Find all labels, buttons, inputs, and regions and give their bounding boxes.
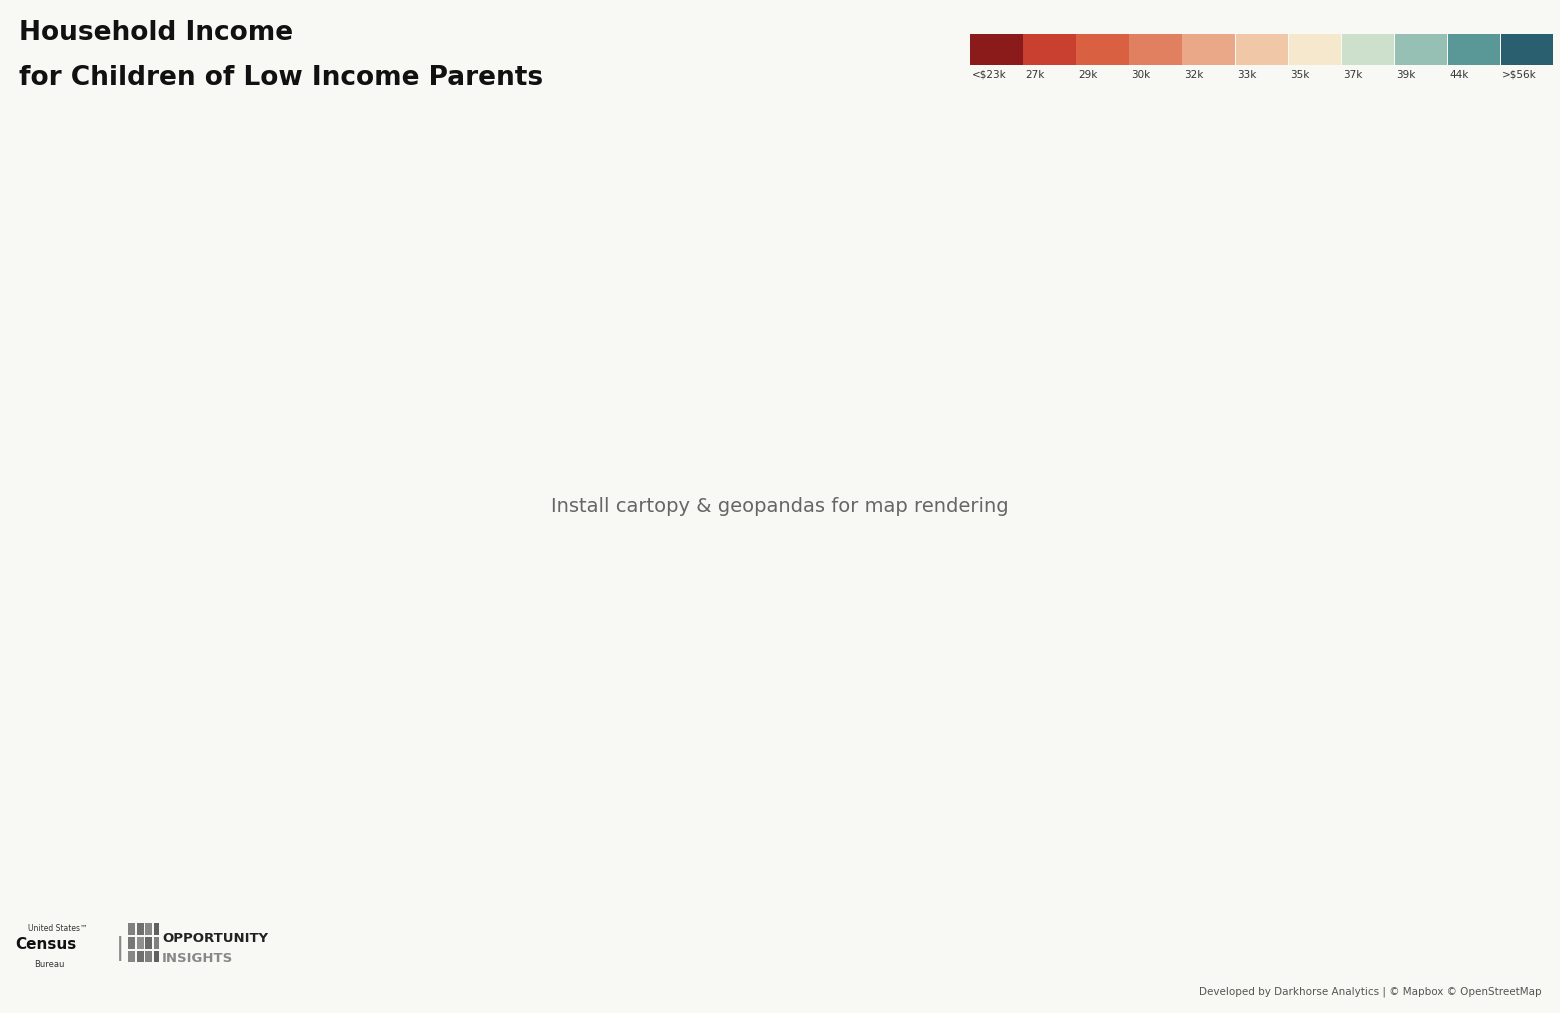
- Text: 30k: 30k: [1131, 70, 1150, 80]
- Text: INSIGHTS: INSIGHTS: [162, 952, 234, 965]
- Text: Household Income: Household Income: [19, 20, 293, 47]
- Text: OPPORTUNITY: OPPORTUNITY: [162, 932, 268, 945]
- Bar: [137, 937, 144, 948]
- Text: |: |: [115, 936, 123, 961]
- Bar: [128, 924, 134, 935]
- Text: 44k: 44k: [1449, 70, 1468, 80]
- Bar: [154, 951, 161, 962]
- Text: 35k: 35k: [1290, 70, 1309, 80]
- Text: <$23k: <$23k: [972, 70, 1006, 80]
- Text: 33k: 33k: [1237, 70, 1256, 80]
- Text: United States™: United States™: [28, 924, 87, 933]
- Text: 27k: 27k: [1025, 70, 1044, 80]
- Bar: [145, 937, 153, 948]
- Bar: [145, 951, 153, 962]
- Text: 32k: 32k: [1184, 70, 1203, 80]
- Text: 37k: 37k: [1343, 70, 1362, 80]
- Bar: [128, 951, 134, 962]
- Text: >$56k: >$56k: [1502, 70, 1537, 80]
- Text: Install cartopy & geopandas for map rendering: Install cartopy & geopandas for map rend…: [551, 497, 1009, 516]
- Bar: [128, 937, 134, 948]
- Text: Developed by Darkhorse Analytics | © Mapbox © OpenStreetMap: Developed by Darkhorse Analytics | © Map…: [1198, 987, 1541, 997]
- Bar: [154, 924, 161, 935]
- Text: for Children of Low Income Parents: for Children of Low Income Parents: [19, 65, 543, 91]
- Bar: [137, 924, 144, 935]
- Text: Bureau: Bureau: [34, 960, 64, 969]
- Bar: [145, 924, 153, 935]
- Text: Census: Census: [16, 937, 76, 952]
- Bar: [154, 937, 161, 948]
- Text: 29k: 29k: [1078, 70, 1097, 80]
- Text: 39k: 39k: [1396, 70, 1415, 80]
- Bar: [137, 951, 144, 962]
